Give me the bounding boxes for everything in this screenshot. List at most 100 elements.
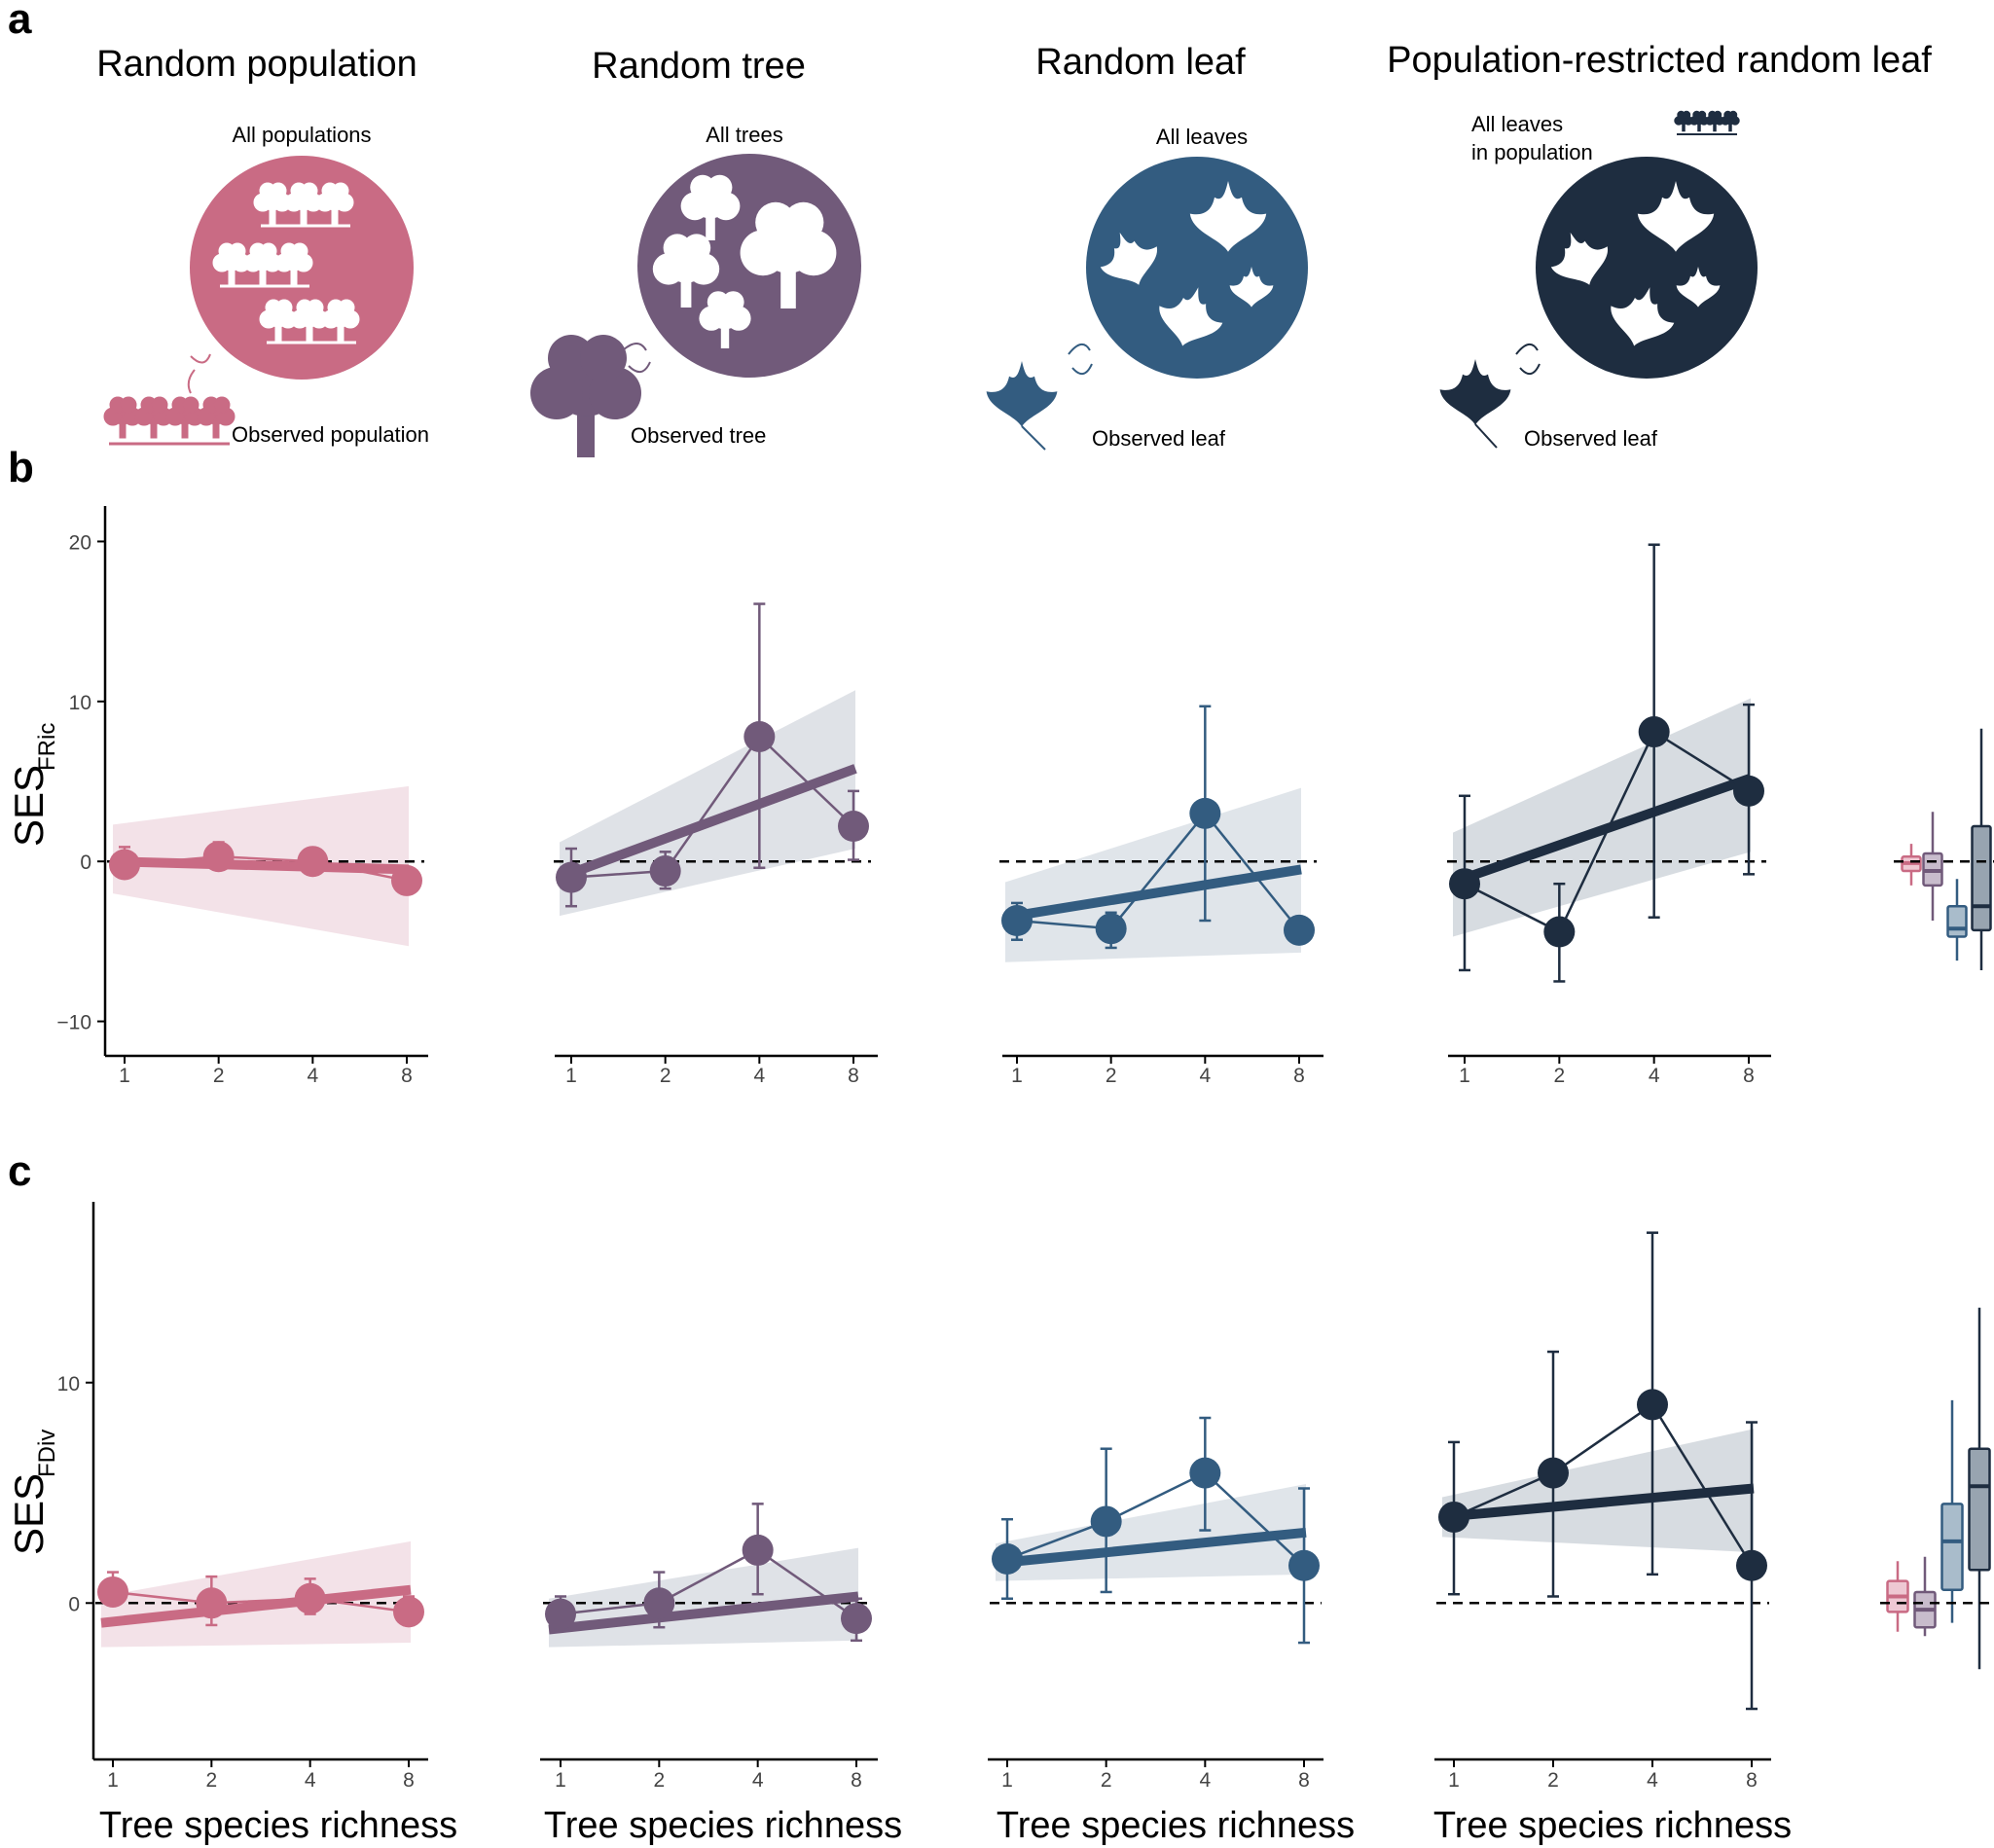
approach-title: Population-restricted random leaf [1387, 40, 1932, 81]
panel-label-c: c [8, 1147, 31, 1195]
mean-point [1637, 1389, 1668, 1421]
x-tick-label: 8 [848, 1065, 859, 1087]
ylabel-sub: FDiv [34, 1430, 60, 1477]
population-icon-small [1674, 110, 1740, 135]
mean-point [1284, 914, 1315, 946]
regression-line [112, 856, 410, 875]
inset-boxplots [1880, 1307, 1993, 1670]
mean-point [391, 864, 422, 896]
x-axis-title: Tree species richness [99, 1805, 457, 1846]
mean-point [545, 1598, 576, 1630]
y-tick-label: 20 [69, 531, 91, 554]
ses-fdiv-y-axis: 10 0 SES FDiv [6, 1202, 95, 1759]
mean-point [1189, 797, 1221, 829]
x-tick-label: 2 [660, 1065, 671, 1087]
mean-point [742, 1534, 774, 1566]
x-tick-label: 4 [1199, 1065, 1211, 1087]
mean-point [1736, 1549, 1767, 1581]
exchange-arrows-icon [622, 343, 651, 373]
confidence-band [560, 690, 855, 917]
x-axis-title: Tree species richness [544, 1805, 902, 1846]
x-tick-label: 8 [1746, 1769, 1758, 1792]
mean-point [1288, 1549, 1320, 1581]
pool-label: All trees [706, 123, 782, 147]
mean-point [196, 1587, 228, 1619]
ylabel-main: SES [6, 765, 52, 847]
mean-point [294, 1582, 326, 1614]
regression-line [1451, 773, 1753, 888]
mean-point [1543, 916, 1576, 948]
boxplot-box [1968, 1447, 1991, 1572]
regression-line [558, 764, 857, 883]
confidence-band [1453, 698, 1751, 937]
series-population-restricted-random-leaf: 1 2 4 8 [1447, 543, 1771, 1087]
mean-point [649, 855, 681, 888]
mean-point [1438, 1501, 1469, 1533]
mean-connect-line [124, 855, 408, 883]
x-tick-label: 8 [851, 1769, 862, 1792]
approach-title: Random tree [592, 46, 806, 87]
x-tick-label: 1 [1001, 1769, 1013, 1792]
ses-fric-ylabel: SES FRic [6, 723, 60, 847]
x-axis-title: Tree species richness [1433, 1805, 1792, 1846]
x-tick-label: 2 [1101, 1769, 1112, 1792]
x-axis-title: Tree species richness [997, 1805, 1355, 1846]
panel-label-a: a [8, 0, 32, 43]
mean-point [556, 861, 587, 893]
pool-circle [1536, 157, 1758, 379]
regression-line [1441, 1483, 1755, 1522]
mean-point [109, 849, 140, 881]
x-tick-label: 8 [1743, 1065, 1755, 1087]
mean-point [97, 1576, 128, 1608]
leaf-icon [1439, 359, 1511, 449]
mean-point [643, 1587, 675, 1619]
pool-label-line1: All leaves [1471, 112, 1563, 136]
mean-point [992, 1542, 1023, 1575]
regression-line [1004, 864, 1302, 923]
y-tick-label: 0 [68, 1593, 80, 1615]
x-tick-label: 1 [1011, 1065, 1023, 1087]
mean-point [1538, 1457, 1569, 1489]
panel-label-b: b [8, 444, 34, 491]
x-tick-label: 8 [1293, 1065, 1305, 1087]
x-tick-label: 1 [555, 1769, 566, 1792]
y-tick-label: 0 [80, 852, 91, 874]
pool-label-line2: in population [1471, 140, 1593, 164]
x-tick-label: 4 [1199, 1769, 1211, 1792]
series-random-population: 1 2 4 8 [105, 785, 428, 1087]
boxplot-box [1946, 904, 1968, 938]
pool-circle [1086, 157, 1308, 379]
mean-point [202, 841, 235, 873]
mean-point [1095, 913, 1127, 945]
boxplot-box [1940, 1503, 1964, 1591]
pool-label: All populations [232, 123, 371, 147]
approach-random-population: Random population All populations Observ… [96, 44, 429, 447]
approach-random-tree: Random tree All trees Observed tree [530, 46, 861, 457]
pool-label: All leaves [1156, 125, 1248, 149]
x-tick-label: 4 [305, 1769, 316, 1792]
mean-connect-line [1453, 1402, 1754, 1567]
mean-connect-line [570, 735, 854, 879]
mean-point [1189, 1457, 1221, 1489]
y-tick-label: 10 [69, 692, 91, 714]
exchange-arrows-icon [187, 353, 211, 394]
x-tick-label: 4 [752, 1769, 764, 1792]
exchange-arrows-icon [1515, 344, 1541, 375]
x-tick-label: 8 [403, 1769, 415, 1792]
mean-point [297, 846, 329, 878]
observed-label: Observed tree [631, 423, 766, 448]
mean-point [838, 811, 869, 843]
series-random-population: 1 2 4 8 [93, 1540, 428, 1792]
regression-line [100, 1584, 412, 1628]
approach-random-leaf: Random leaf All leaves Observed leaf [986, 42, 1308, 451]
series-population-restricted-random-leaf: 1 2 4 8 [1434, 1231, 1771, 1792]
confidence-band [101, 1540, 411, 1648]
mean-connect-line [1464, 730, 1750, 934]
approach-title: Random population [96, 44, 417, 85]
mean-point [1001, 905, 1033, 937]
mean-point [393, 1596, 424, 1628]
x-tick-label: 8 [1298, 1769, 1310, 1792]
mean-connect-line [560, 1548, 857, 1620]
